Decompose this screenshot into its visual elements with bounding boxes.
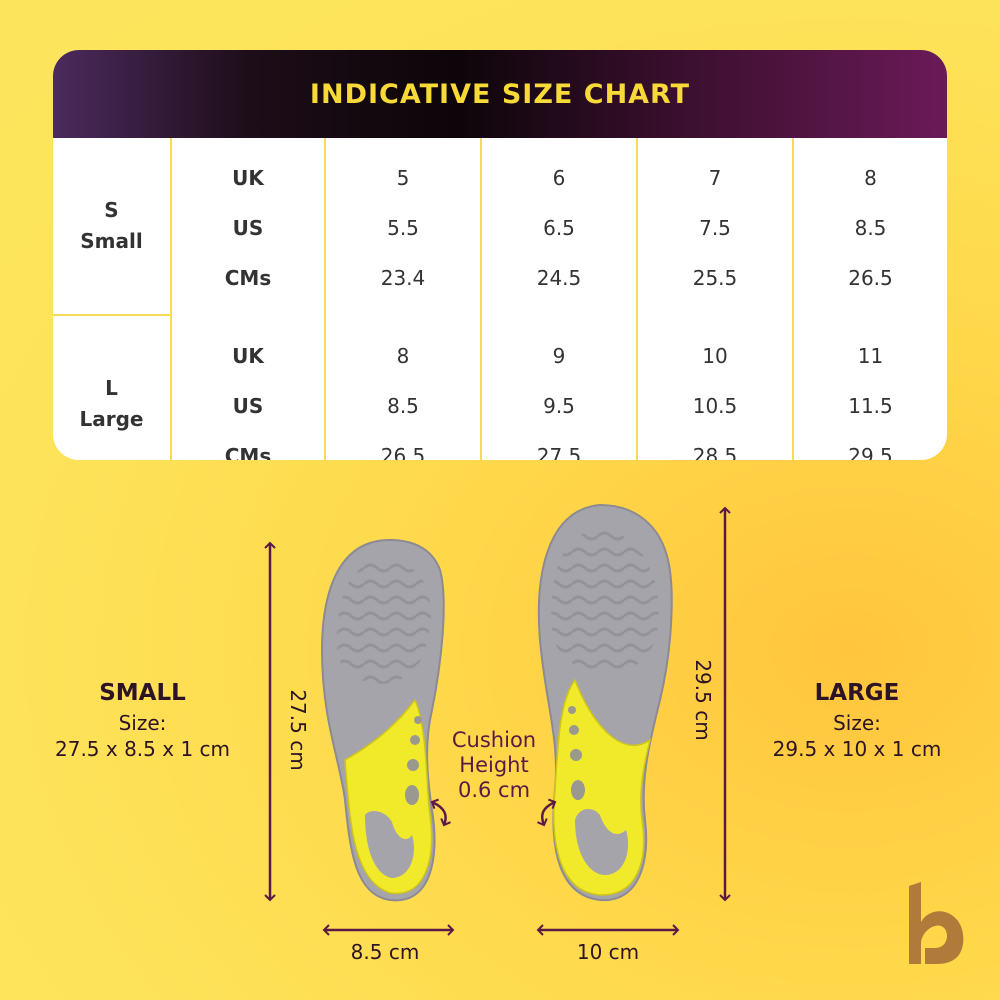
cushion-line-1: Cushion [451, 728, 537, 752]
cushion-line-3: 0.6 cm [457, 778, 531, 802]
table-cell: 24.5 [480, 253, 638, 315]
row-label: US [171, 203, 326, 253]
table-cell: 26.5 [792, 253, 947, 315]
size-chart-header: INDICATIVE SIZE CHART [53, 50, 947, 138]
small-length-label: 27.5 cm [286, 689, 310, 771]
small-size-label: Size: [118, 711, 167, 735]
table-cell: 5.5 [324, 203, 482, 253]
size-chart-title: INDICATIVE SIZE CHART [309, 78, 691, 110]
size-table: S Small UK 5 6 7 8 US 5.5 6.5 7.5 8.5 CM… [53, 138, 947, 460]
table-cell: 9.5 [480, 381, 638, 431]
table-cell: 6.5 [480, 203, 638, 253]
row-label: CMs [171, 431, 326, 460]
table-row: CMs 26.5 27.5 28.5 29.5 [53, 431, 947, 460]
row-label: CMs [171, 253, 326, 315]
table-cell: 29.5 [792, 431, 947, 460]
table-cell: 7 [636, 138, 794, 203]
table-row: US 5.5 6.5 7.5 8.5 [53, 203, 947, 253]
size-group-small: S Small [53, 138, 172, 316]
table-cell: 8.5 [792, 203, 947, 253]
row-label: UK [170, 138, 326, 203]
small-insole-image [320, 538, 445, 902]
table-cell: 11.5 [792, 381, 947, 431]
table-row: L Large UK 8 9 10 11 [53, 314, 947, 460]
table-cell: 9 [480, 315, 638, 381]
table-row: S Small UK 5 6 7 8 [53, 138, 947, 316]
table-cell: 28.5 [636, 431, 794, 460]
small-info: SMALL Size: 27.5 x 8.5 x 1 cm [40, 680, 245, 762]
table-cell: 8.5 [324, 381, 482, 431]
large-width-label: 10 cm [576, 940, 640, 964]
table-cell: 27.5 [480, 431, 638, 460]
b-letter-logo-icon [909, 882, 964, 964]
cushion-arrow-right [537, 798, 557, 827]
table-cell: 8 [324, 315, 482, 381]
table-cell: 7.5 [636, 203, 794, 253]
large-insole-image [537, 503, 673, 902]
table-row: CMs 23.4 24.5 25.5 26.5 [53, 253, 947, 315]
row-label: US [171, 381, 326, 431]
large-size-label: Size: [833, 711, 881, 735]
size-chart: INDICATIVE SIZE CHART S Small UK 5 6 7 8… [53, 50, 947, 460]
table-cell: 5 [324, 138, 482, 203]
table-cell: 10 [636, 315, 794, 381]
size-code: S [104, 198, 119, 222]
row-label: UK [170, 314, 326, 381]
table-cell: 10.5 [636, 381, 794, 431]
small-title: SMALL [99, 680, 186, 706]
table-cell: 11 [792, 315, 947, 381]
table-cell: 25.5 [636, 253, 794, 315]
small-size-value: 27.5 x 8.5 x 1 cm [55, 737, 230, 761]
size-code: L [105, 375, 118, 400]
cushion-height-label: Cushion Height 0.6 cm [440, 728, 548, 803]
table-row: US 8.5 9.5 10.5 11.5 [53, 381, 947, 431]
large-title: LARGE [814, 680, 900, 706]
table-cell: 8 [792, 138, 947, 203]
table-cell: 23.4 [324, 253, 482, 315]
table-cell: 6 [480, 138, 638, 203]
large-length-label: 29.5 cm [691, 659, 715, 741]
cushion-line-2: Height [459, 753, 529, 777]
large-size-value: 29.5 x 10 x 1 cm [772, 737, 942, 761]
size-group-large: L Large [53, 314, 172, 460]
size-name: Large [79, 406, 144, 431]
large-info: LARGE Size: 29.5 x 10 x 1 cm [752, 680, 962, 762]
small-width-label: 8.5 cm [350, 940, 420, 964]
size-name: Small [80, 229, 143, 253]
table-cell: 26.5 [324, 431, 482, 460]
cushion-arrow-left [430, 798, 451, 827]
